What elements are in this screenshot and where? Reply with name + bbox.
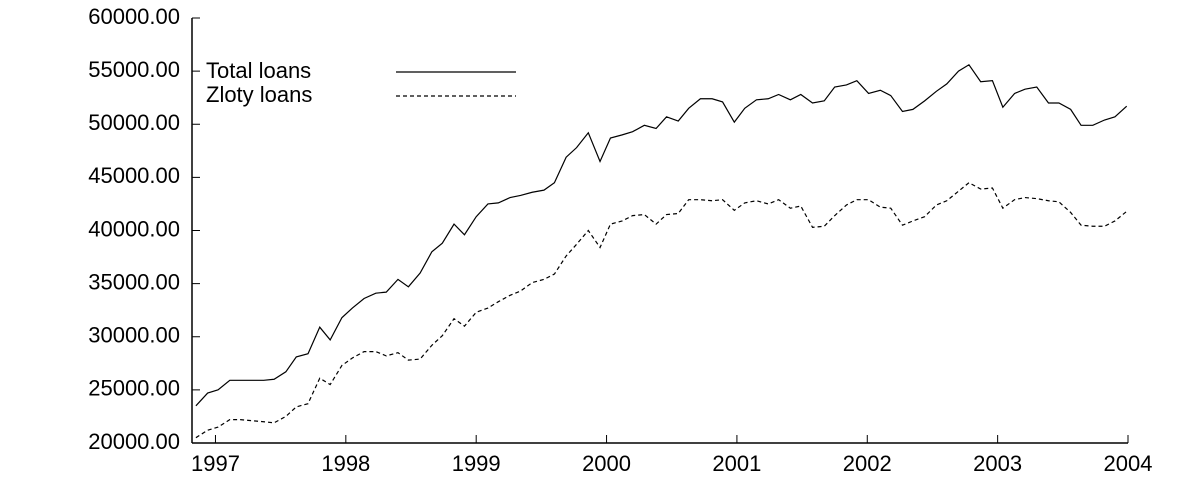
x-tick-label: 1997 <box>191 451 240 476</box>
line-series <box>195 181 1128 439</box>
y-tick-label: 30000.00 <box>88 323 180 348</box>
y-tick-label: 60000.00 <box>88 4 180 29</box>
y-tick-label: 45000.00 <box>88 163 180 188</box>
legend-label: Total loans <box>206 58 311 83</box>
y-tick-label: 40000.00 <box>88 216 180 241</box>
legend-label: Zloty loans <box>206 82 312 107</box>
y-tick-label: 50000.00 <box>88 110 180 135</box>
x-tick-label: 2000 <box>582 451 631 476</box>
y-tick-label: 20000.00 <box>88 429 180 454</box>
x-tick-label: 1998 <box>321 451 370 476</box>
x-tick-label: 2004 <box>1104 451 1153 476</box>
y-tick-label: 35000.00 <box>88 269 180 294</box>
x-tick-label: 2001 <box>712 451 761 476</box>
x-tick-label: 2003 <box>973 451 1022 476</box>
x-tick-label: 1999 <box>452 451 501 476</box>
line-series <box>195 63 1128 407</box>
y-tick-label: 55000.00 <box>88 57 180 82</box>
y-tick-label: 25000.00 <box>88 376 180 401</box>
x-tick-label: 2002 <box>843 451 892 476</box>
